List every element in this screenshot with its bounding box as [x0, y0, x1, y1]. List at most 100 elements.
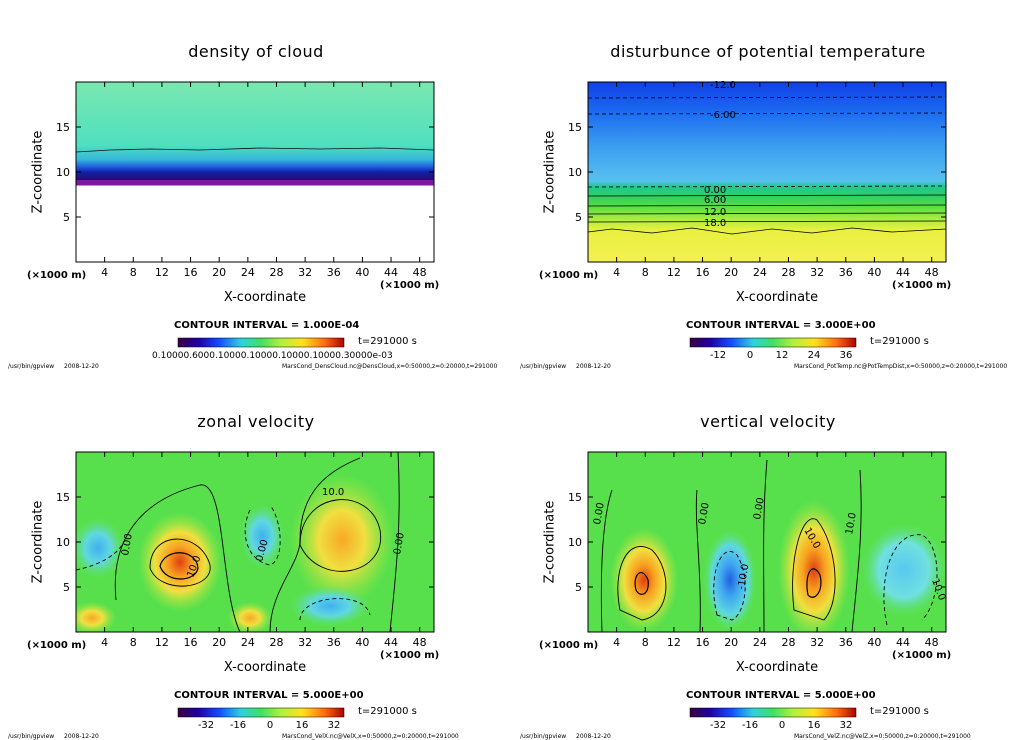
x-ticks: 4 8 12 16 20 24 28 32 36 40 44 48	[613, 452, 939, 649]
contour-label: -10.0	[736, 563, 751, 590]
chart-title: disturbunce of potential temperature	[610, 42, 926, 61]
contour-label: 6.00	[704, 195, 726, 206]
y-tick-label: 5	[63, 211, 70, 224]
x-unit-right: (×1000 m)	[892, 650, 952, 661]
contour-label: 0.00	[752, 497, 767, 521]
colorbar-labels: -32 -16 0 16 32	[198, 720, 341, 731]
x-unit-right: (×1000 m)	[380, 650, 440, 661]
contour-label: 18.0	[704, 218, 726, 229]
panel-zonal-velocity: zonal velocity Z-coordinate	[0, 370, 512, 740]
plot-svg: 0.00 10.0 0.00 10.0 0.00 4 8 12 16 20 24 28 32 3…	[56, 451, 435, 731]
colorbar-tick-label: -32	[198, 720, 214, 731]
colorbar-tick-label: 24	[808, 350, 821, 361]
y-tick-label: 5	[575, 211, 582, 224]
x-tick-label: 24	[241, 636, 255, 649]
heatmap-field	[76, 82, 434, 262]
x-tick-label: 12	[155, 636, 169, 649]
y-tick-label: 10	[56, 166, 70, 179]
panel-density-of-cloud: density of cloud Z-coordinate	[0, 0, 512, 370]
footer-file: MarsCond_DensCloud.nc@DensCloud,x=0:5000…	[282, 363, 498, 370]
x-tick-label: 24	[753, 266, 767, 279]
x-tick-label: 28	[781, 636, 795, 649]
contour-label: 0.00	[704, 185, 726, 196]
heatmap-field	[588, 452, 946, 632]
x-tick-label: 8	[130, 636, 137, 649]
colorbar	[689, 707, 857, 718]
colorbar-tick-label: 16	[296, 720, 309, 731]
x-tick-label: 16	[696, 636, 710, 649]
colorbar-labels: -32 -16 0 16 32	[710, 720, 853, 731]
y-ticks: 5 10 15	[56, 121, 434, 224]
x-tick-label: 4	[101, 636, 108, 649]
footer-date: 2008-12-20	[64, 733, 99, 740]
chart-title: vertical velocity	[700, 412, 836, 431]
x-unit-left: (×1000 m)	[27, 640, 87, 651]
contour-interval: CONTOUR INTERVAL = 1.000E-04	[174, 320, 360, 331]
x-tick-label: 36	[839, 636, 853, 649]
x-tick-label: 20	[724, 266, 738, 279]
y-ticks: 5 10 15	[56, 491, 434, 594]
colorbar-tick-label: 0	[747, 350, 753, 361]
colorbar-tick-label: -32	[710, 720, 726, 731]
x-tick-label: 8	[642, 636, 649, 649]
x-tick-label: 44	[384, 636, 398, 649]
colorbar	[177, 707, 345, 718]
contour-label: 0.00	[697, 502, 712, 526]
colorbar-tick-label: 36	[840, 350, 853, 361]
x-axis-label: X-coordinate	[735, 290, 819, 305]
x-tick-label: 36	[327, 636, 341, 649]
y-tick-label: 15	[568, 121, 582, 134]
panel-potential-temperature: disturbunce of potential temperature Z-c…	[512, 0, 1024, 370]
x-axis-label: X-coordinate	[223, 660, 307, 675]
colorbar-labels: -12 0 12 24 36	[710, 350, 853, 361]
colorbar-tick-label: 12	[776, 350, 789, 361]
footer-file: MarsCond_VelX.nc@VelX,x=0:50000,z=0:2000…	[282, 733, 459, 740]
y-tick-label: 15	[568, 491, 582, 504]
footer-file: MarsCond_VelZ.nc@VelZ,x=0:50000,z=0:2000…	[794, 733, 971, 740]
contour-interval: CONTOUR INTERVAL = 5.000E+00	[686, 690, 876, 701]
contour-label: 12.0	[704, 207, 726, 218]
x-tick-label: 40	[355, 636, 369, 649]
x-ticks: 4 8 12 16 20 24 28 32 36 40 44 48	[101, 82, 427, 279]
contour-lines	[76, 452, 400, 632]
x-tick-label: 20	[212, 266, 226, 279]
x-tick-label: 36	[839, 266, 853, 279]
x-tick-label: 32	[298, 636, 312, 649]
x-tick-label: 44	[384, 266, 398, 279]
footer-date: 2008-12-20	[64, 363, 99, 370]
heatmap-field	[588, 82, 946, 262]
contour-label: -6.00	[710, 110, 736, 121]
x-tick-label: 16	[696, 266, 710, 279]
contour-label: 10.0	[844, 512, 859, 536]
time-label: t=291000 s	[358, 706, 417, 717]
footer-date: 2008-12-20	[576, 733, 611, 740]
colorbar-tick-label: 32	[840, 720, 853, 731]
x-unit-left: (×1000 m)	[27, 270, 87, 281]
colorbar-tick-label: 32	[328, 720, 341, 731]
colorbar-tick-label: -16	[742, 720, 758, 731]
x-tick-label: 44	[896, 266, 910, 279]
x-tick-label: 12	[667, 266, 681, 279]
y-tick-label: 5	[63, 581, 70, 594]
contour-interval: CONTOUR INTERVAL = 3.000E+00	[686, 320, 876, 331]
y-tick-label: 10	[56, 536, 70, 549]
panel-vertical-velocity: vertical velocity Z-coordinate	[512, 370, 1024, 740]
x-axis-label: X-coordinate	[223, 290, 307, 305]
chart-title: density of cloud	[188, 42, 324, 61]
x-tick-label: 12	[155, 266, 169, 279]
chart-title: zonal velocity	[197, 412, 315, 431]
y-ticks: 5 10 15	[568, 121, 946, 224]
x-tick-label: 40	[867, 636, 881, 649]
y-tick-label: 10	[568, 536, 582, 549]
x-tick-label: 32	[298, 266, 312, 279]
footer-file: MarsCond_PotTemp.nc@PotTempDist,x=0:5000…	[794, 363, 1008, 370]
x-tick-label: 28	[781, 266, 795, 279]
x-tick-label: 4	[101, 266, 108, 279]
colorbar-tick-label: 0	[779, 720, 785, 731]
colorbar-tick-label: -12	[710, 350, 726, 361]
y-ticks: 5 10 15	[568, 491, 946, 594]
y-tick-label: 15	[56, 491, 70, 504]
x-ticks: 4 8 12 16 20 24 28 32 36 40 44 48	[101, 452, 427, 649]
plot-svg: 0.00 0.00 0.00 -10.0 10.0 10.0 10.0 4 8 12…	[568, 451, 947, 731]
footer-path: /usr/bin/gpview	[520, 363, 567, 370]
